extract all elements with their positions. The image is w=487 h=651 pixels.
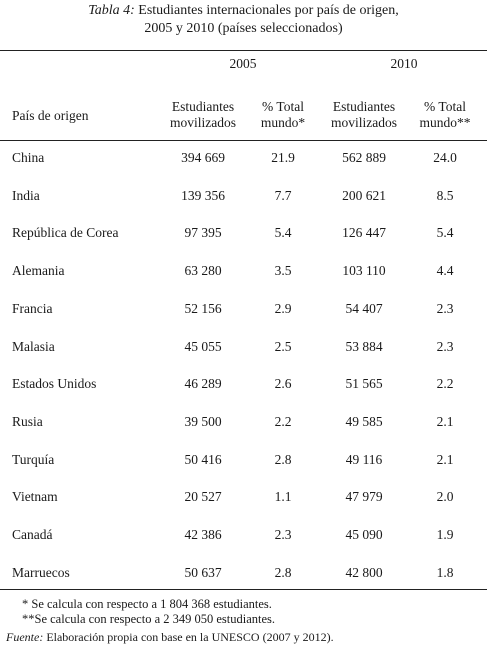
- cell-value: 21.9: [271, 150, 295, 165]
- cell-value: 139 356: [181, 187, 225, 203]
- cell-value: 42 386: [184, 527, 222, 542]
- cell-value: 63 280: [184, 263, 222, 279]
- cell-value: 2.2: [274, 413, 292, 429]
- cell-value: 2.9: [274, 300, 292, 316]
- source-text: Elaboración propia con base en la UNESCO…: [46, 630, 334, 644]
- country: India: [12, 187, 40, 203]
- country: Turquía: [12, 451, 55, 467]
- source: Fuente: Elaboración propia con base en l…: [6, 630, 334, 645]
- cell-value: 51 565: [345, 376, 383, 392]
- country: Francia: [12, 300, 53, 316]
- column-header: Estudiantes movilizados: [170, 99, 236, 130]
- country: Vietnam: [12, 489, 58, 505]
- cell-value: 3.5: [274, 263, 292, 279]
- cell-value: 103 110: [342, 263, 386, 279]
- cell-value: 50 637: [184, 564, 222, 580]
- country: China: [12, 150, 45, 165]
- cell-value: 394 669: [181, 150, 225, 165]
- column-header: País de origen: [12, 108, 89, 123]
- cell-value: 2.0: [436, 489, 454, 505]
- cell-value: 2.8: [274, 564, 292, 580]
- cell-value: 2.3: [436, 300, 454, 316]
- country: Malasia: [12, 338, 55, 354]
- cell-value: 50 416: [184, 451, 222, 467]
- cell-value: 126 447: [342, 225, 386, 241]
- country: Alemania: [12, 263, 65, 279]
- cell-value: 2.2: [436, 376, 454, 392]
- cell-value: 49 585: [345, 413, 383, 429]
- country: Canadá: [12, 527, 53, 542]
- header-rule: [0, 140, 487, 141]
- title-line: 2005 y 2010 (países seleccionados): [144, 21, 343, 36]
- cell-value: 47 979: [345, 489, 383, 505]
- cell-value: 2.3: [436, 338, 454, 354]
- cell-value: 24.0: [433, 150, 457, 165]
- column-header: % Total mundo**: [419, 99, 471, 130]
- cell-value: 54 407: [345, 300, 383, 316]
- column-header: Estudiantes movilizados: [331, 99, 397, 130]
- footnote: * Se calcula con respecto a 1 804 368 es…: [22, 597, 272, 611]
- cell-value: 45 055: [184, 338, 222, 354]
- cell-value: 2.1: [436, 413, 454, 429]
- table-label: Tabla 4:: [88, 3, 135, 18]
- cell-value: 4.4: [436, 263, 454, 279]
- country: República de Corea: [12, 225, 119, 241]
- cell-value: 2.1: [436, 451, 454, 467]
- footnote: **Se calcula con respecto a 2 349 050 es…: [22, 612, 276, 626]
- cell-value: 200 621: [342, 187, 386, 203]
- title-text: Estudiantes internacionales por país de …: [138, 3, 399, 18]
- country: Estados Unidos: [12, 376, 97, 392]
- cell-value: 2.5: [274, 338, 292, 354]
- country: Marruecos: [12, 564, 70, 580]
- cell-value: 5.4: [436, 225, 454, 241]
- cell-value: 45 090: [345, 527, 383, 542]
- top-rule: [0, 50, 487, 51]
- cell-value: 97 395: [184, 225, 222, 241]
- cell-value: 53 884: [345, 338, 383, 354]
- cell-value: 42 800: [345, 564, 383, 580]
- cell-value: 52 156: [184, 300, 222, 316]
- column-header: % Total mundo*: [260, 99, 306, 130]
- cell-value: 562 889: [342, 150, 386, 165]
- cell-value: 49 116: [345, 451, 383, 467]
- cell-value: 1.9: [436, 527, 454, 542]
- country: Rusia: [12, 413, 43, 429]
- cell-value: 2.8: [274, 451, 292, 467]
- source-label: Fuente:: [6, 630, 44, 644]
- cell-value: 8.5: [436, 187, 454, 203]
- cell-value: 2.6: [274, 376, 292, 392]
- cell-value: 5.4: [274, 225, 292, 241]
- title-line: Tabla 4: Estudiantes internacionales por…: [0, 3, 487, 19]
- cell-value: 2.3: [274, 527, 292, 542]
- cell-value: 1.1: [274, 489, 292, 505]
- year: 2010: [390, 56, 418, 71]
- cell-value: 46 289: [184, 376, 222, 392]
- year: 2005: [229, 56, 257, 71]
- bottom-rule: [0, 589, 487, 590]
- cell-value: 7.7: [274, 187, 292, 203]
- cell-value: 39 500: [184, 413, 222, 429]
- cell-value: 20 527: [184, 489, 222, 505]
- cell-value: 1.8: [436, 564, 454, 580]
